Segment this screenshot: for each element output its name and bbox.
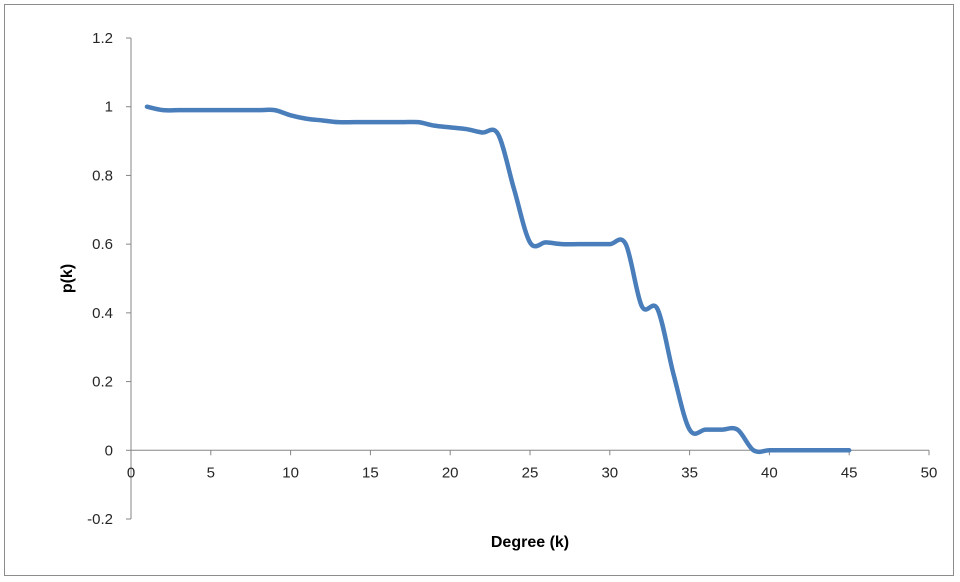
y-tick-label: 1.2	[92, 30, 113, 47]
x-tick-label: 40	[761, 464, 778, 481]
y-axis-title: p(k)	[59, 264, 76, 293]
y-tick-label: 0.2	[92, 374, 113, 391]
x-tick-label: 0	[127, 464, 135, 481]
y-tick-label: -0.2	[87, 511, 113, 528]
y-tick-label: 1	[105, 99, 113, 116]
y-tick-label: 0.6	[92, 236, 113, 253]
x-tick-label: 30	[601, 464, 618, 481]
x-tick-label: 10	[282, 464, 299, 481]
x-tick-label: 25	[522, 464, 539, 481]
tick-labels: -0.2 0 0.2 0.4 0.6 0.8 1 1.2 0 5 10 15 20 25 30 35 40 45 5…	[87, 30, 937, 528]
series-line	[144, 104, 852, 455]
y-tick-label: 0	[105, 442, 113, 459]
x-tick-label: 20	[442, 464, 459, 481]
x-tick-label: 50	[921, 464, 938, 481]
y-tick-label: 0.4	[92, 305, 113, 322]
x-tick-label: 45	[841, 464, 858, 481]
x-tick-label: 35	[681, 464, 698, 481]
series-layer	[144, 104, 852, 455]
x-axis-title: Degree (k)	[491, 534, 569, 551]
y-tick-label: 0.8	[92, 167, 113, 184]
chart-area	[4, 4, 954, 576]
x-tick-label: 5	[207, 464, 215, 481]
x-tick-label: 15	[362, 464, 379, 481]
